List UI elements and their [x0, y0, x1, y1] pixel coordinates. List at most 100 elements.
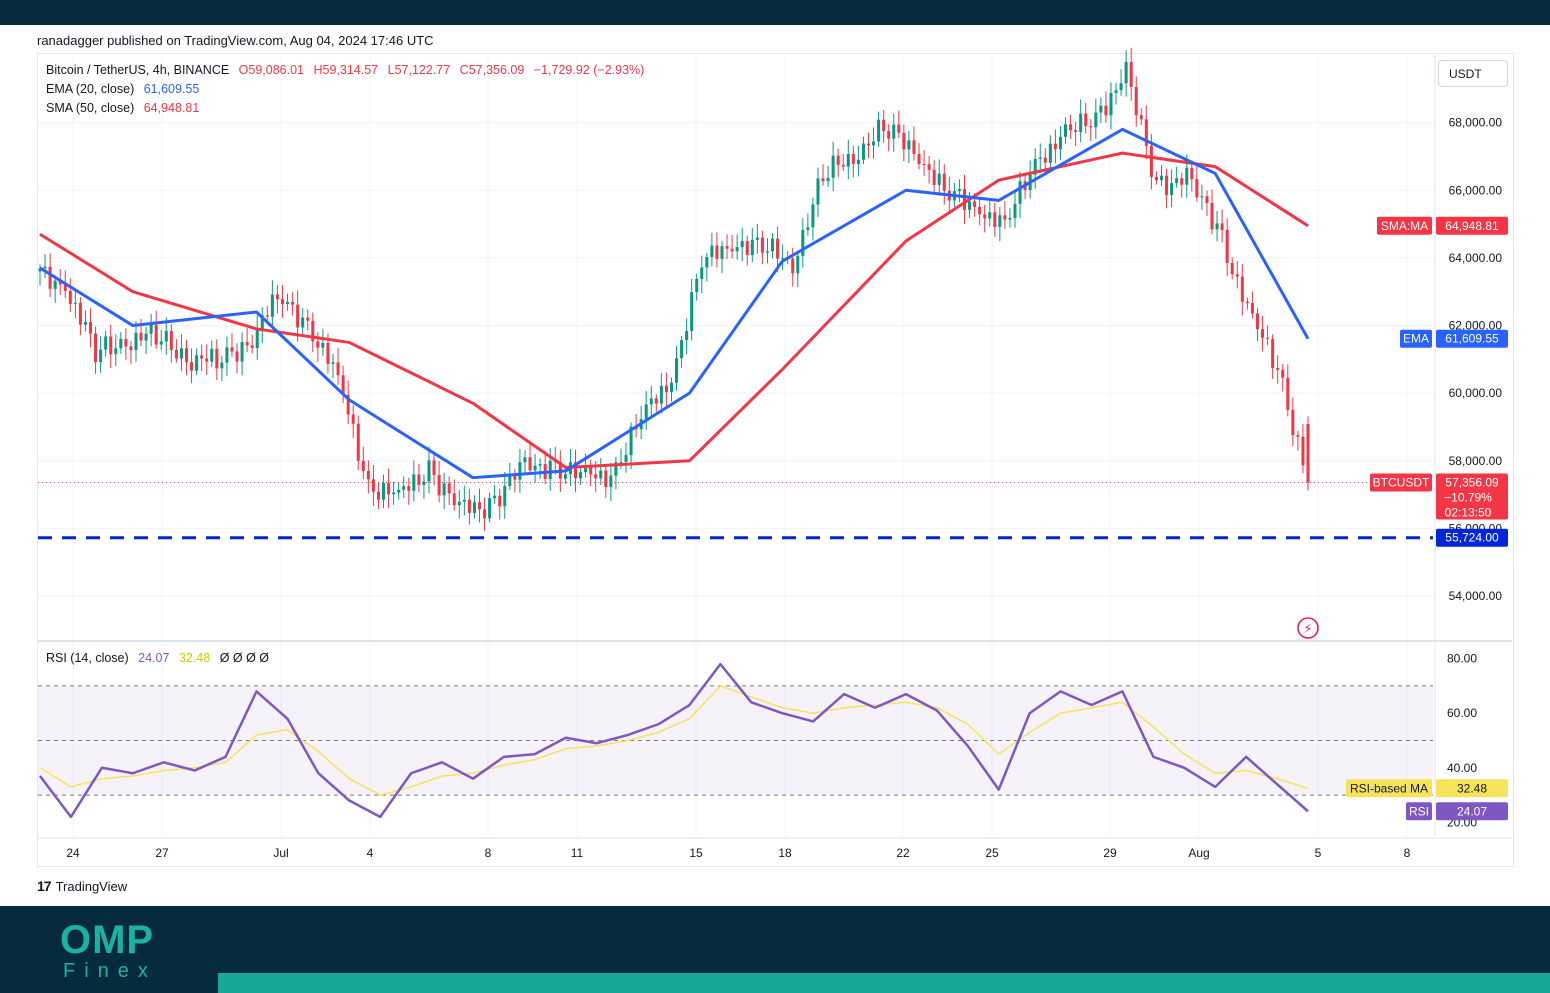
rsi-legend-value: 24.07: [138, 651, 170, 665]
candle-body: [1230, 263, 1234, 275]
candle-body: [63, 284, 67, 291]
candle-body: [250, 345, 254, 348]
candle-body: [917, 153, 921, 165]
ohlc-low: L57,122.77: [387, 63, 451, 77]
candle-body: [154, 324, 158, 345]
candle-body: [624, 455, 628, 462]
candle-body: [164, 331, 168, 342]
rsi-name-tag-bg: [1406, 802, 1432, 821]
candle-body: [402, 486, 406, 490]
time-axis-label: 8: [485, 846, 492, 860]
candle-body: [1180, 178, 1184, 185]
candle-body: [983, 214, 987, 219]
candle-body: [629, 426, 633, 456]
candle-body: [927, 164, 931, 170]
time-axis-label: 29: [1103, 846, 1117, 860]
rsi-axis-label: 80.00: [1447, 652, 1477, 666]
candle-body: [1114, 90, 1118, 94]
candle-body: [452, 493, 456, 506]
candle-body: [513, 474, 517, 480]
candle-body: [1038, 157, 1042, 159]
tradingview-logo[interactable]: 17 TradingView: [37, 878, 127, 894]
candle-body: [498, 495, 502, 507]
candle-body: [776, 238, 780, 259]
candle-body: [326, 343, 330, 364]
time-axis-label: 27: [155, 846, 169, 860]
candle-body: [1144, 119, 1148, 146]
candle-body: [644, 404, 648, 420]
candle-body: [745, 241, 749, 256]
candle-body: [973, 201, 977, 207]
candle-body: [58, 280, 62, 285]
candle-body: [1175, 178, 1179, 184]
candle-body: [978, 206, 982, 215]
candle-body: [1210, 203, 1214, 230]
candle-body: [1220, 223, 1224, 230]
candle-body: [467, 499, 471, 513]
candle-body: [341, 375, 345, 395]
candle-body: [755, 237, 759, 240]
rsi-name-tag: RSI: [1409, 804, 1429, 818]
candle-body: [826, 177, 830, 182]
rsi-line: [39, 662, 1309, 819]
chart-canvas[interactable]: 54,000.0056,000.0058,000.0060,000.0062,0…: [0, 0, 1550, 906]
candle-body: [922, 164, 926, 166]
candle-body: [124, 339, 128, 347]
ema-legend: EMA (20, close) 61,609.55: [46, 82, 205, 96]
candle-body: [1291, 409, 1295, 436]
candle-body: [806, 227, 810, 230]
ema-price-tag-bg: [1436, 329, 1508, 348]
symbol-name-tag-bg: [1370, 473, 1432, 492]
candle-body: [599, 470, 603, 479]
candle-body: [1165, 175, 1169, 195]
price-axis-label: 64,000.00: [1449, 251, 1503, 265]
candle-body: [664, 385, 668, 393]
candle-body: [205, 358, 209, 362]
candle-body: [1119, 83, 1123, 91]
candle-body: [856, 159, 860, 164]
candle-body: [563, 474, 567, 479]
candle-body: [1094, 112, 1098, 128]
candle-body: [700, 267, 704, 279]
time-axis-label: 5: [1315, 846, 1322, 860]
candle-body: [710, 245, 714, 258]
candle-body: [912, 140, 916, 154]
candle-body: [1018, 181, 1022, 204]
candle-body: [432, 460, 436, 476]
rsi-ma-line: [39, 685, 1309, 796]
candle-body: [1063, 124, 1068, 137]
candle-body: [1159, 175, 1164, 181]
currency-button[interactable]: USDT: [1438, 60, 1508, 87]
candle-body: [705, 257, 709, 268]
candle-body: [584, 465, 588, 473]
candle-body: [109, 336, 113, 355]
candle-body: [523, 457, 527, 463]
candle-body: [447, 483, 451, 494]
rsi-ma-name-tag: RSI-based MA: [1350, 781, 1428, 795]
candle-body: [1185, 167, 1189, 185]
candle-body: [1281, 369, 1285, 378]
candle-body: [988, 212, 992, 219]
candle-body: [488, 498, 492, 519]
candle-body: [1255, 313, 1259, 330]
candle-body: [1069, 124, 1073, 131]
candle-body: [589, 465, 593, 475]
candle-body: [1003, 215, 1007, 220]
candle-body: [836, 155, 840, 165]
candle-body: [174, 349, 178, 359]
candle-body: [68, 290, 72, 304]
ema-name-tag-bg: [1400, 329, 1432, 348]
candle-body: [422, 481, 426, 485]
rsi-legend-label: RSI (14, close): [46, 651, 129, 665]
candle-body: [851, 153, 855, 164]
candle-body: [427, 460, 431, 482]
candle-body: [220, 362, 224, 369]
candle-body: [528, 457, 532, 471]
candle-body: [932, 169, 936, 185]
candle-body: [861, 143, 865, 160]
time-axis-label: 8: [1404, 846, 1411, 860]
candle-body: [462, 499, 466, 502]
candle-body: [1139, 115, 1143, 120]
level-price-tag-bg: [1436, 528, 1508, 547]
candle-body: [119, 339, 123, 349]
